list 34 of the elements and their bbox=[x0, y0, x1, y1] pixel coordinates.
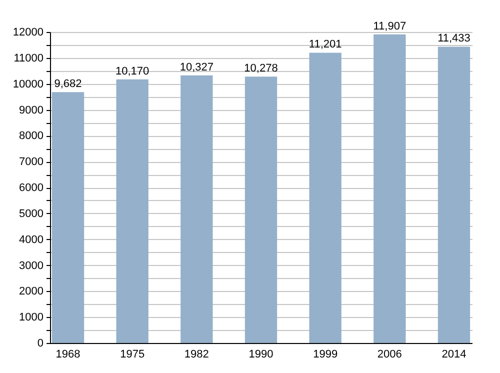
y-tick-label: 7000 bbox=[19, 156, 44, 168]
y-tick-label: 2000 bbox=[19, 286, 44, 298]
bar bbox=[116, 79, 148, 343]
bar bbox=[309, 52, 342, 343]
x-tick-label: 1975 bbox=[120, 348, 145, 360]
x-tick-label: 2006 bbox=[377, 348, 402, 360]
x-tick-label: 1999 bbox=[313, 348, 338, 360]
y-tick-label: 3000 bbox=[19, 260, 44, 272]
data-label: 10,170 bbox=[116, 65, 150, 78]
bar bbox=[244, 76, 278, 343]
x-tick-label: 2014 bbox=[442, 348, 466, 360]
bar bbox=[438, 46, 470, 343]
y-tick-label: 12000 bbox=[12, 26, 44, 38]
data-label: 11,433 bbox=[438, 32, 470, 45]
y-tick-label: 10000 bbox=[12, 78, 44, 90]
x-tick-label: 1982 bbox=[184, 348, 209, 360]
data-label: 10,327 bbox=[180, 61, 214, 74]
x-tick-label: 1968 bbox=[56, 348, 80, 360]
y-tick-label: 11000 bbox=[14, 52, 44, 64]
x-tick-label: 1990 bbox=[248, 348, 274, 360]
y-tick-label: 5000 bbox=[19, 208, 44, 220]
y-tick-label: 9000 bbox=[19, 104, 44, 116]
bar bbox=[374, 34, 406, 343]
y-tick-label: 0 bbox=[37, 338, 44, 350]
y-tick-label: 1000 bbox=[19, 312, 44, 324]
bar bbox=[52, 92, 84, 343]
data-label: 11,201 bbox=[308, 38, 342, 51]
bar bbox=[180, 75, 213, 343]
y-tick-label: 8000 bbox=[19, 130, 44, 142]
y-tick-label: 4000 bbox=[19, 234, 44, 246]
y-tick-label: 6000 bbox=[19, 182, 44, 194]
data-label: 10,278 bbox=[244, 62, 278, 75]
data-label: 11,907 bbox=[373, 20, 406, 32]
data-label: 9,682 bbox=[54, 78, 82, 90]
